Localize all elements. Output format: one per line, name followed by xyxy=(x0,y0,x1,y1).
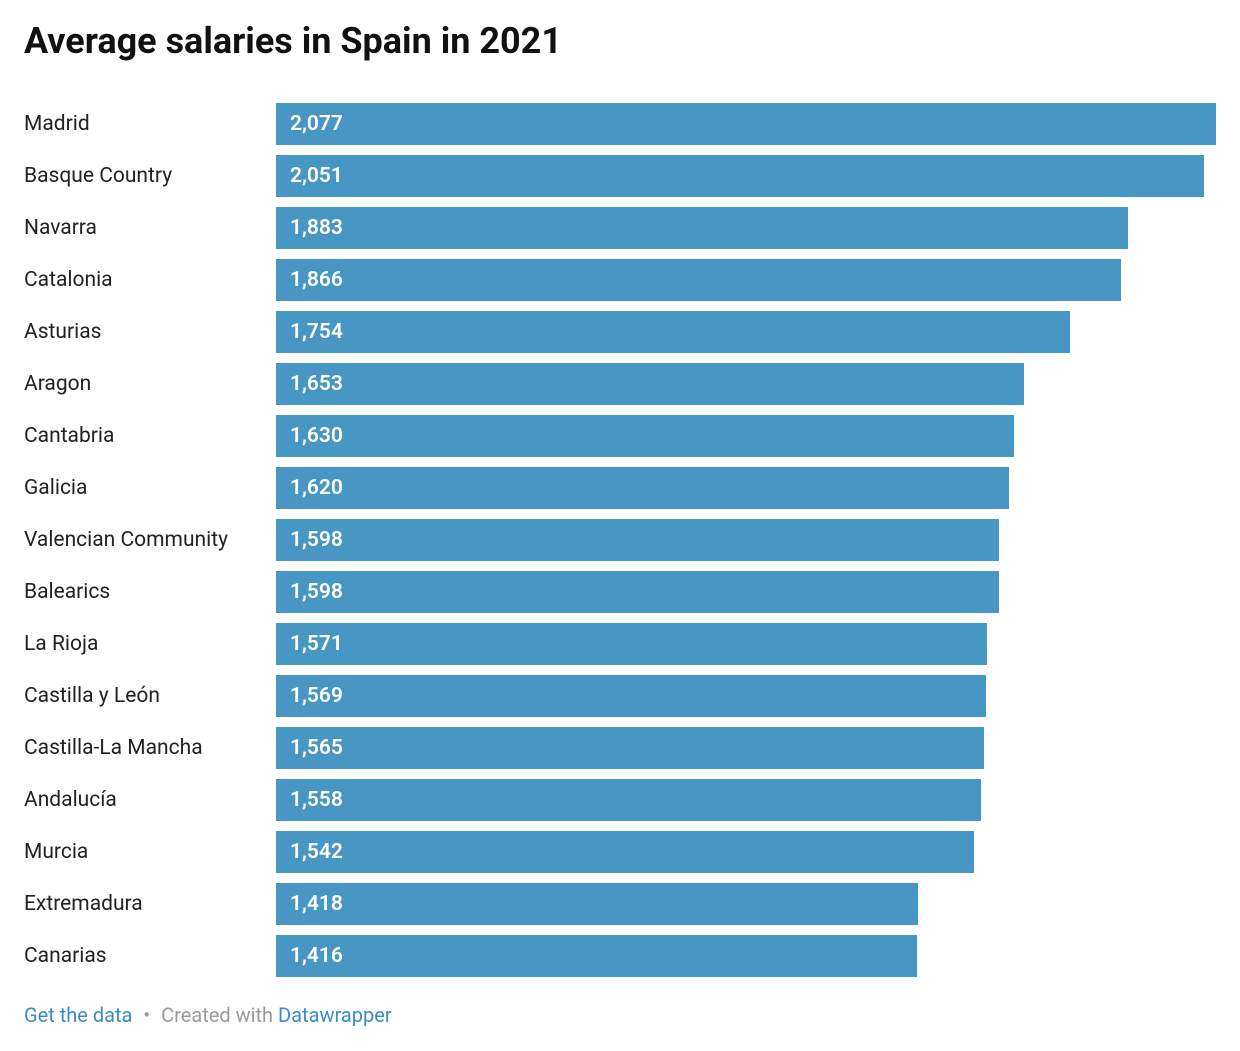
bar-label: Castilla y León xyxy=(24,684,264,709)
bar-label: Basque Country xyxy=(24,164,264,189)
bar-value: 1,883 xyxy=(290,216,343,240)
bar-track: 1,598 xyxy=(276,571,1216,613)
bar-label: Andalucía xyxy=(24,788,264,813)
bar-row: Extremadura 1,418 xyxy=(24,883,1216,925)
bar: 1,883 xyxy=(276,207,1128,249)
bar: 1,558 xyxy=(276,779,981,821)
bar-value: 1,418 xyxy=(290,892,343,916)
chart-title: Average salaries in Spain in 2021 xyxy=(24,20,1216,63)
bar: 1,565 xyxy=(276,727,984,769)
bar: 1,569 xyxy=(276,675,986,717)
bar-row: Asturias 1,754 xyxy=(24,311,1216,353)
bar-value: 1,620 xyxy=(290,476,343,500)
bar: 1,754 xyxy=(276,311,1070,353)
bar-label: Aragon xyxy=(24,372,264,397)
created-with-label: Created with xyxy=(161,1003,273,1027)
bar-label: Catalonia xyxy=(24,268,264,293)
bar: 1,620 xyxy=(276,467,1009,509)
bar-track: 1,653 xyxy=(276,363,1216,405)
bar-value: 1,416 xyxy=(290,944,343,968)
bar-label: Asturias xyxy=(24,320,264,345)
bar-value: 1,542 xyxy=(290,840,343,864)
bar-label: Valencian Community xyxy=(24,528,264,553)
bar-row: Basque Country 2,051 xyxy=(24,155,1216,197)
bar-track: 1,418 xyxy=(276,883,1216,925)
bar-row: Cantabria 1,630 xyxy=(24,415,1216,457)
bar: 1,598 xyxy=(276,571,999,613)
bar-track: 1,542 xyxy=(276,831,1216,873)
bar-label: Extremadura xyxy=(24,892,264,917)
bar-value: 1,866 xyxy=(290,268,343,292)
bar-track: 1,558 xyxy=(276,779,1216,821)
bar-value: 1,653 xyxy=(290,372,343,396)
get-data-link[interactable]: Get the data xyxy=(24,1003,132,1027)
bar-value: 2,077 xyxy=(290,112,343,136)
bar-track: 2,077 xyxy=(276,103,1216,145)
bar-label: Balearics xyxy=(24,580,264,605)
bar-label: Canarias xyxy=(24,944,264,969)
bar: 1,418 xyxy=(276,883,918,925)
bar-label: Cantabria xyxy=(24,424,264,449)
bar-row: Murcia 1,542 xyxy=(24,831,1216,873)
bar: 1,598 xyxy=(276,519,999,561)
bar-row: Catalonia 1,866 xyxy=(24,259,1216,301)
bar-chart: Madrid 2,077 Basque Country 2,051 Navarra 1,8… xyxy=(24,103,1216,977)
bar-row: Galicia 1,620 xyxy=(24,467,1216,509)
bar-value: 2,051 xyxy=(290,164,343,188)
bar-row: Castilla-La Mancha 1,565 xyxy=(24,727,1216,769)
bar-track: 1,565 xyxy=(276,727,1216,769)
bar-track: 1,866 xyxy=(276,259,1216,301)
bar-row: Madrid 2,077 xyxy=(24,103,1216,145)
bar: 2,077 xyxy=(276,103,1216,145)
bar: 2,051 xyxy=(276,155,1204,197)
bar-track: 1,883 xyxy=(276,207,1216,249)
bar: 1,571 xyxy=(276,623,987,665)
footer-separator: • xyxy=(143,1003,150,1027)
bar-track: 1,416 xyxy=(276,935,1216,977)
bar-track: 1,620 xyxy=(276,467,1216,509)
bar-label: Madrid xyxy=(24,112,264,137)
bar-label: Navarra xyxy=(24,216,264,241)
bar-row: Navarra 1,883 xyxy=(24,207,1216,249)
bar-row: Valencian Community 1,598 xyxy=(24,519,1216,561)
bar-track: 1,754 xyxy=(276,311,1216,353)
bar-value: 1,569 xyxy=(290,684,343,708)
bar-label: La Rioja xyxy=(24,632,264,657)
bar-value: 1,754 xyxy=(290,320,343,344)
bar-track: 1,630 xyxy=(276,415,1216,457)
bar-row: Andalucía 1,558 xyxy=(24,779,1216,821)
bar-label: Murcia xyxy=(24,840,264,865)
bar-value: 1,630 xyxy=(290,424,343,448)
bar: 1,866 xyxy=(276,259,1121,301)
bar-value: 1,565 xyxy=(290,736,343,760)
bar: 1,542 xyxy=(276,831,974,873)
bar-track: 1,598 xyxy=(276,519,1216,561)
bar-value: 1,571 xyxy=(290,632,343,656)
bar-value: 1,598 xyxy=(290,528,343,552)
chart-container: Average salaries in Spain in 2021 Madrid… xyxy=(0,0,1240,1051)
datawrapper-link[interactable]: Datawrapper xyxy=(278,1003,392,1027)
chart-footer: Get the data • Created with Datawrapper xyxy=(24,1003,1216,1027)
bar-row: Aragon 1,653 xyxy=(24,363,1216,405)
bar-label: Galicia xyxy=(24,476,264,501)
bar-track: 2,051 xyxy=(276,155,1216,197)
bar-track: 1,571 xyxy=(276,623,1216,665)
bar: 1,416 xyxy=(276,935,917,977)
bar-label: Castilla-La Mancha xyxy=(24,736,264,761)
bar-value: 1,558 xyxy=(290,788,343,812)
bar: 1,630 xyxy=(276,415,1014,457)
bar-track: 1,569 xyxy=(276,675,1216,717)
bar-row: Balearics 1,598 xyxy=(24,571,1216,613)
bar-row: Canarias 1,416 xyxy=(24,935,1216,977)
bar-value: 1,598 xyxy=(290,580,343,604)
bar: 1,653 xyxy=(276,363,1024,405)
bar-row: Castilla y León 1,569 xyxy=(24,675,1216,717)
bar-row: La Rioja 1,571 xyxy=(24,623,1216,665)
